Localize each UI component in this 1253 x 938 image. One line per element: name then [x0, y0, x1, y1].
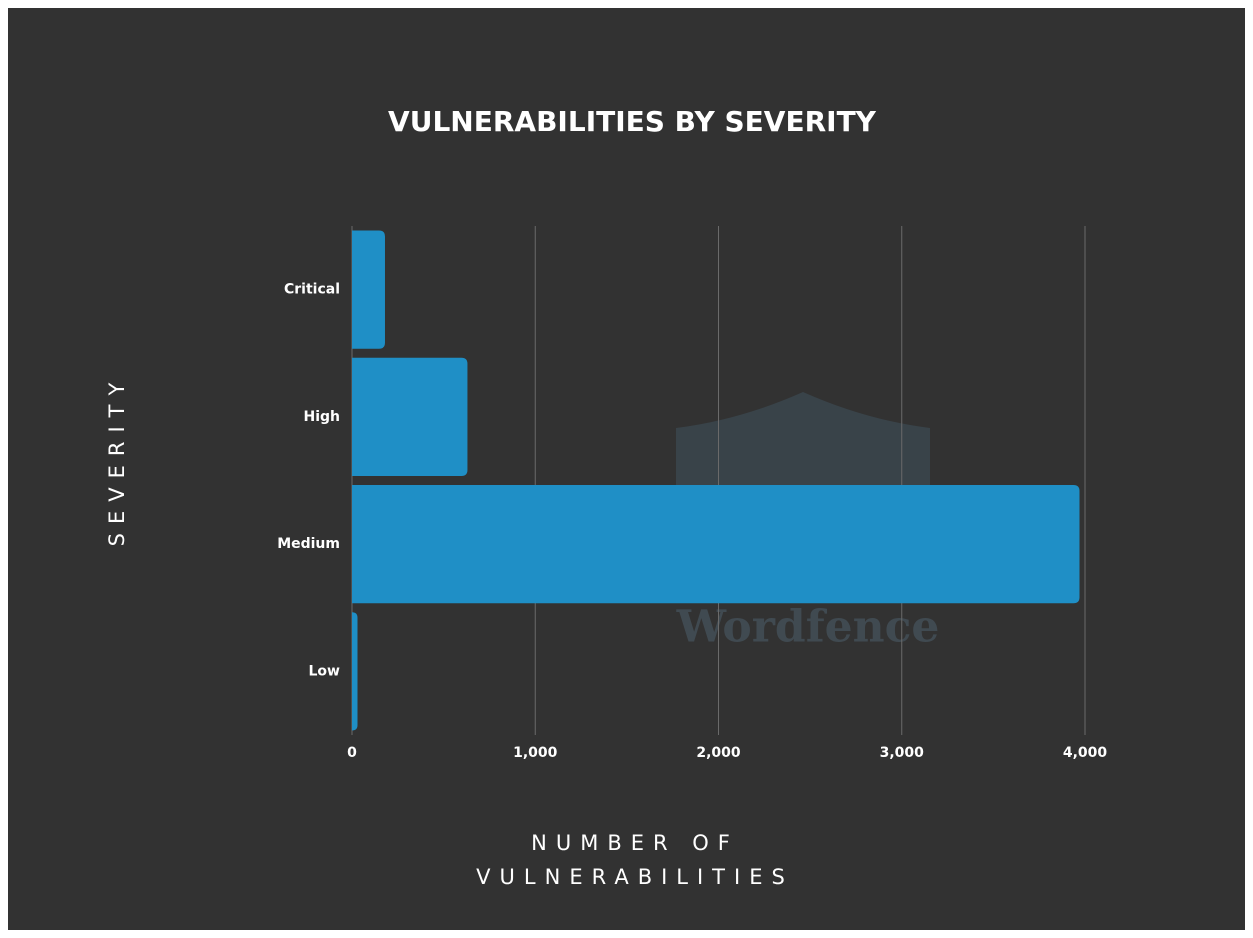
- x-tick-label: 0: [347, 745, 357, 761]
- x-tick-label: 3,000: [880, 745, 925, 761]
- bar: [352, 357, 468, 477]
- x-tick-label: 2,000: [696, 745, 741, 761]
- y-tick-label: Critical: [284, 282, 340, 298]
- y-tick-label: High: [303, 409, 340, 425]
- bar: [352, 230, 385, 349]
- background: [8, 8, 1245, 930]
- y-tick-label: Medium: [277, 536, 340, 552]
- watermark: Wordfence: [676, 602, 940, 653]
- x-tick-label: 1,000: [513, 745, 558, 761]
- y-tick-label: Low: [309, 663, 341, 679]
- x-tick-label: 4,000: [1063, 745, 1108, 761]
- bar: [352, 484, 1080, 604]
- y-axis-label: SEVERITY: [105, 374, 129, 547]
- chart-title: VULNERABILITIES BY SEVERITY: [388, 105, 877, 138]
- bar: [352, 612, 358, 731]
- x-axis-label: NUMBER OF VULNERABILITIES: [476, 831, 794, 889]
